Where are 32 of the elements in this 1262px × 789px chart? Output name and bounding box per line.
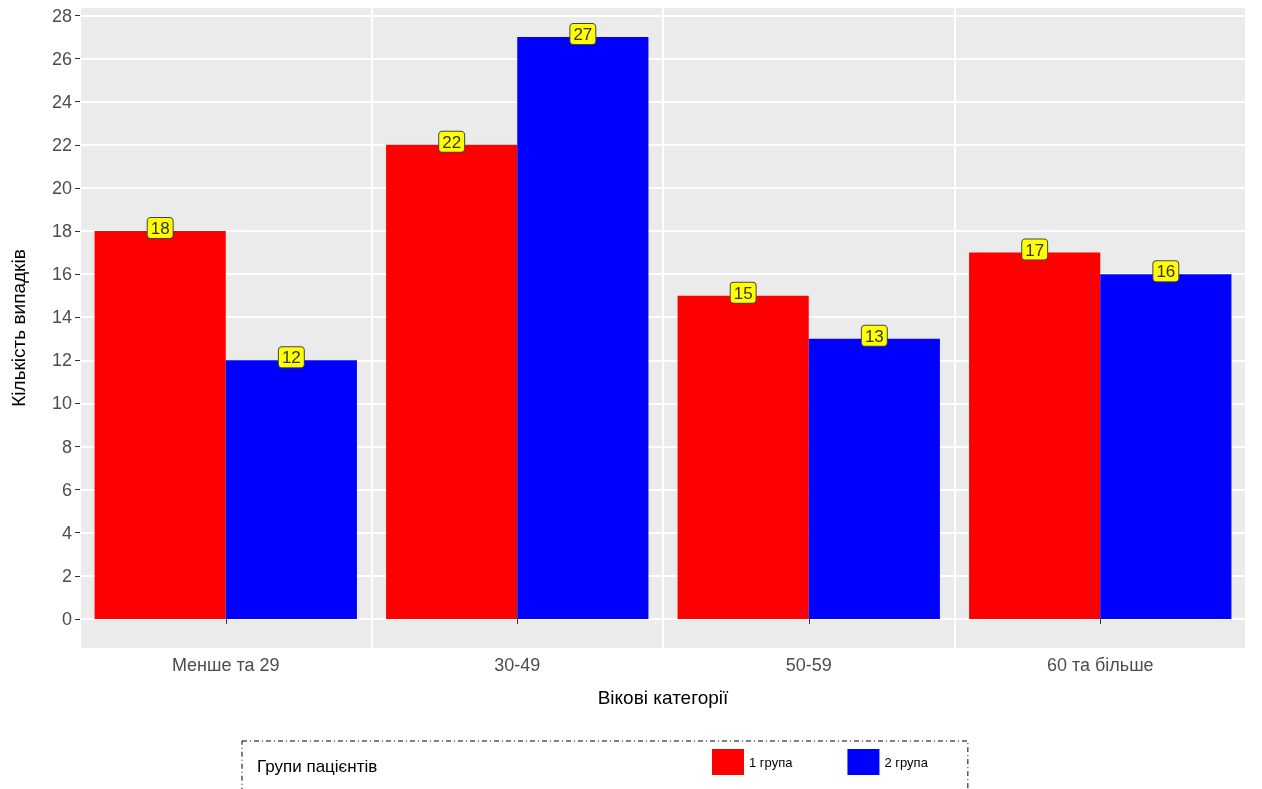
legend-label: 1 група xyxy=(749,754,794,770)
data-label: 27 xyxy=(573,25,593,45)
y-tick-label: 14 xyxy=(51,307,72,328)
data-label: 22 xyxy=(442,132,462,152)
data-label: 15 xyxy=(733,283,753,303)
x-axis-title: Вікові категорії xyxy=(597,687,730,708)
x-tick-label: 30-49 xyxy=(494,655,541,675)
x-tick-label: 50-59 xyxy=(785,655,832,675)
y-tick-label: 12 xyxy=(51,350,72,371)
y-tick-label: 22 xyxy=(51,134,72,155)
y-tick-label: 2 xyxy=(61,565,72,586)
y-axis-title: Кількість випадків xyxy=(8,249,29,407)
y-tick-label: 8 xyxy=(61,436,72,457)
x-tick-label: 60 та більше xyxy=(1046,655,1154,675)
y-tick-label: 26 xyxy=(51,48,72,69)
y-tick-label: 18 xyxy=(51,221,72,242)
data-label: 18 xyxy=(150,219,170,239)
x-tick-label: Менше та 29 xyxy=(171,655,280,675)
data-label: 17 xyxy=(1025,240,1045,260)
y-tick-label: 28 xyxy=(51,5,72,26)
data-label: 16 xyxy=(1156,262,1176,282)
legend-label: 2 група xyxy=(884,754,929,770)
y-tick-label: 10 xyxy=(51,393,72,414)
y-tick-label: 4 xyxy=(61,522,72,543)
data-label: 13 xyxy=(864,326,884,346)
y-tick-label: 16 xyxy=(51,264,72,285)
legend-title: Групи пацієнтів xyxy=(257,757,378,776)
y-tick-label: 24 xyxy=(51,91,72,112)
data-label: 12 xyxy=(281,348,301,368)
y-tick-label: 0 xyxy=(61,608,72,629)
y-tick-label: 20 xyxy=(51,177,72,198)
y-tick-label: 6 xyxy=(61,479,72,500)
